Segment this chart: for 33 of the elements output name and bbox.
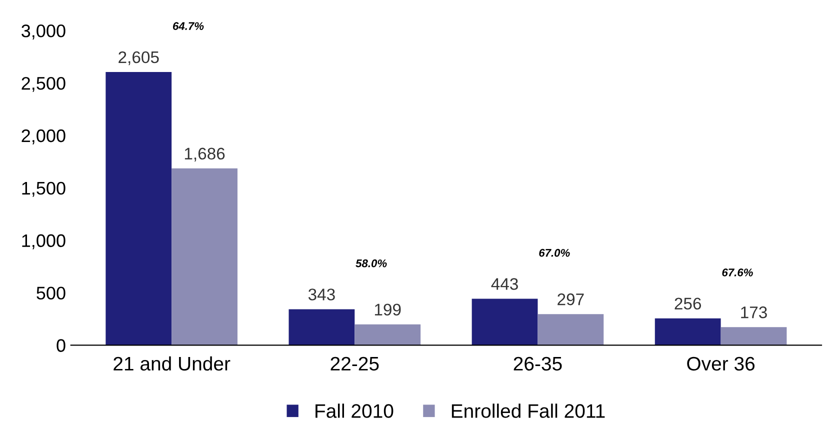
bar: [472, 298, 538, 346]
x-tick-label: 21 and Under: [114, 356, 230, 371]
annotation: 67.6%: [722, 268, 753, 276]
data-label: 199: [374, 304, 401, 316]
x-tick-label: 26-35: [514, 356, 562, 371]
annotation: 58.0%: [356, 259, 387, 268]
x-tick-label: Over 36: [687, 356, 755, 371]
data-label: 1,686: [184, 148, 225, 162]
y-tick-label: 1,500: [22, 182, 66, 197]
data-label: 173: [741, 306, 767, 318]
y-tick-label: 0: [56, 339, 66, 352]
bar: [720, 327, 787, 346]
legend-label: Fall 2010: [316, 404, 394, 418]
bar: [172, 168, 238, 346]
bar: [106, 72, 172, 346]
bar: [538, 314, 604, 346]
data-label: 256: [674, 298, 702, 310]
data-label: 2,605: [118, 51, 159, 66]
y-tick-label: 3,000: [22, 24, 66, 40]
data-label: 297: [558, 293, 584, 306]
bar: [354, 324, 421, 346]
text: 64.7%: [173, 22, 204, 30]
y-tick-label: 2,000: [22, 129, 66, 144]
legend-label: Enrolled Fall 2011: [452, 404, 605, 418]
bar: [288, 309, 355, 346]
x-tick-label: 22-25: [330, 356, 379, 371]
y-tick-label: 2,500: [22, 76, 66, 92]
data-label: 443: [491, 278, 518, 290]
y-tick-label: 500: [36, 286, 66, 300]
annotation: 67.0%: [539, 248, 570, 257]
data-label: 343: [308, 288, 335, 300]
bar: [654, 318, 721, 346]
y-tick-label: 1,000: [22, 234, 66, 250]
